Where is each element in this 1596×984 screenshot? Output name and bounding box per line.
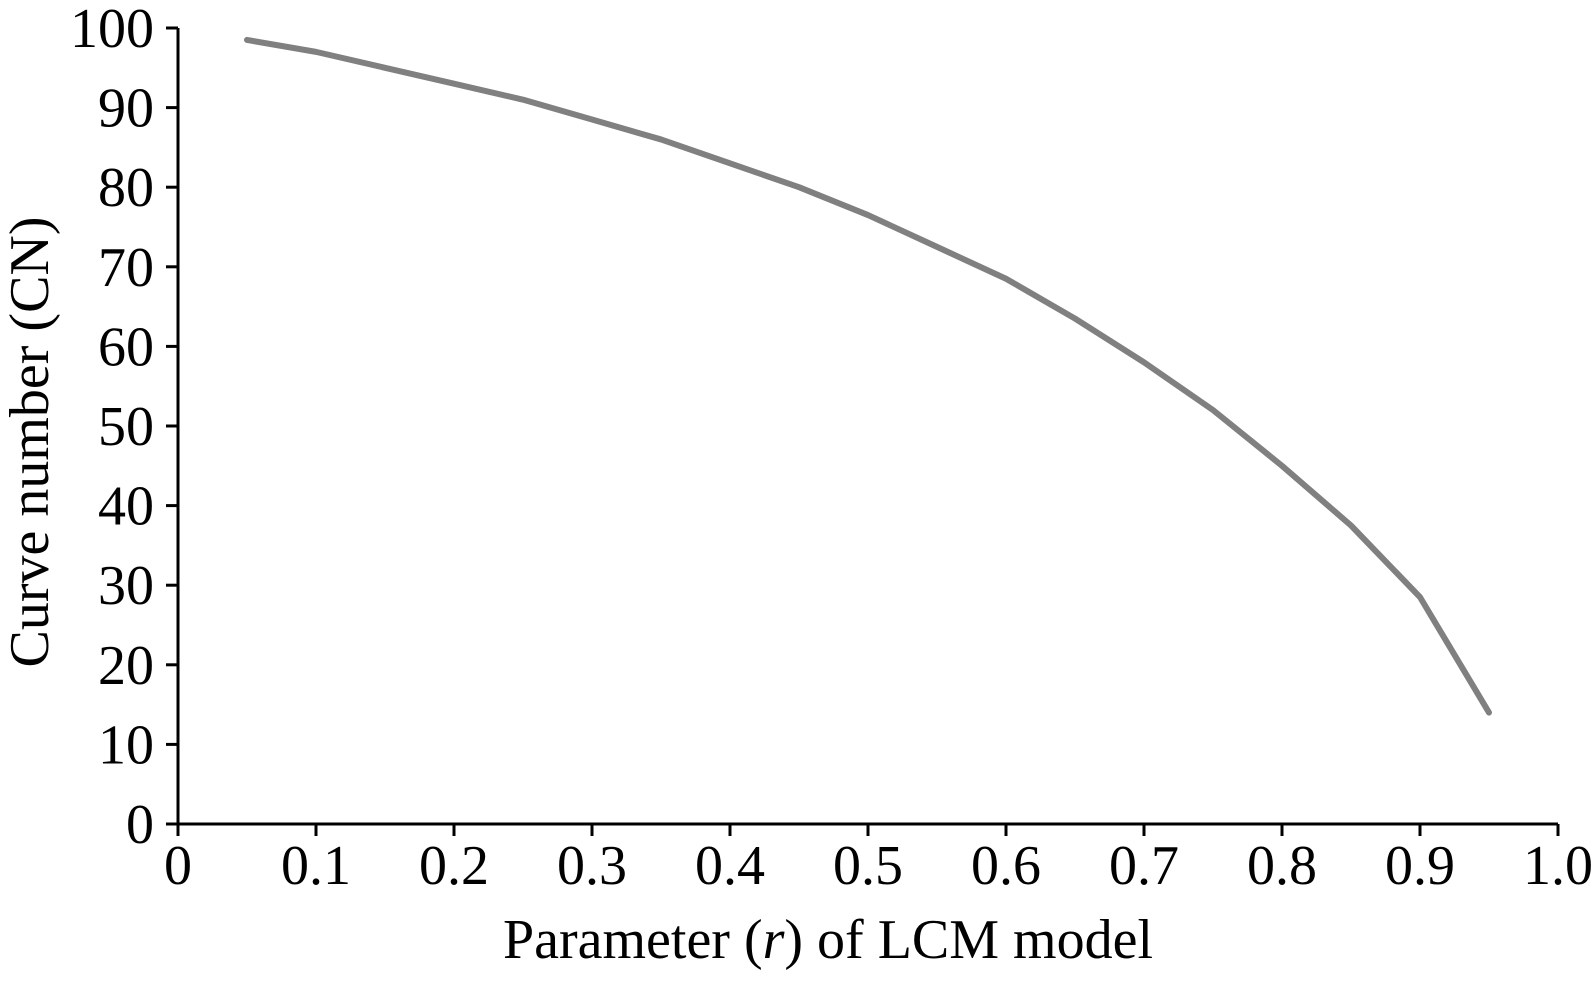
series-group [244,36,1492,716]
x-tick-label: 0.6 [971,835,1041,897]
y-tick-label: 70 [98,237,154,299]
y-tick-label: 40 [98,476,154,538]
x-tick-label: 0 [164,835,192,897]
x-tick-label: 0.1 [281,835,351,897]
x-axis-label-part-1: Parameter ( [503,909,763,971]
x-tick-label: 1.0 [1523,835,1593,897]
x-tick-label: 0.7 [1109,835,1179,897]
x-tick-label: 0.9 [1385,835,1455,897]
x-tick-label: 0.3 [557,835,627,897]
x-axis-label-part-3: ) of LCM model [784,909,1153,971]
x-axis-ticks: 0 0.1 0.2 0.3 0.4 0.5 0.6 0.7 0.8 0.9 1.0 [164,824,1593,897]
x-axis-label-variable: r [763,909,785,971]
series-line [244,36,1492,716]
x-tick-label: 0.8 [1247,835,1317,897]
y-tick-label: 20 [98,635,154,697]
x-tick-label: 0.5 [833,835,903,897]
x-axis-label: Parameter (r) of LCM model [503,909,1153,971]
y-tick-label: 90 [98,78,154,140]
y-tick-label: 0 [126,794,154,856]
x-tick-label: 0.2 [419,835,489,897]
y-axis-label: Curve number (CN) [0,216,61,667]
y-tick-label: 60 [98,316,154,378]
y-tick-label: 30 [98,555,154,617]
x-tick-label: 0.4 [695,835,765,897]
y-tick-label: 10 [98,714,154,776]
y-tick-label: 50 [98,396,154,458]
y-axis-ticks: 0 10 20 30 40 50 60 70 80 90 100 [70,0,178,856]
y-tick-label: 100 [70,0,154,60]
y-tick-label: 80 [98,157,154,219]
